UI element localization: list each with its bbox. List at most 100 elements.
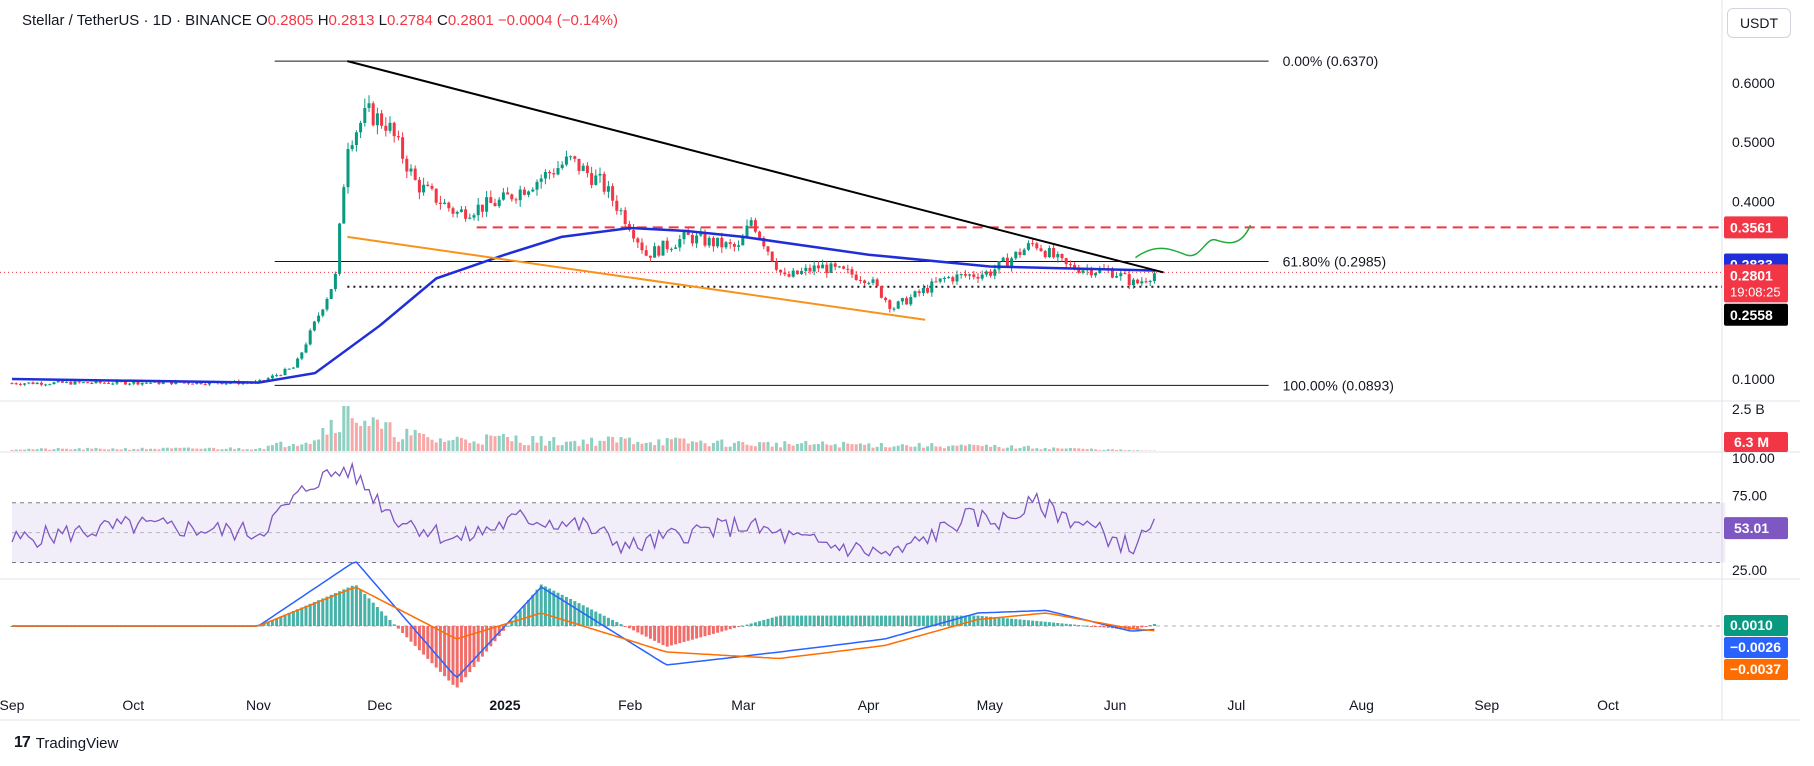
macd-bar [846, 615, 850, 626]
volume-y-tick: 2.5 B [1732, 401, 1765, 417]
macd-bar [275, 618, 279, 626]
candle [552, 168, 556, 178]
candle [296, 357, 300, 368]
candle [287, 368, 291, 370]
svg-text:0.2558: 0.2558 [1730, 307, 1773, 323]
candle [1060, 253, 1064, 262]
macd-bar [371, 602, 375, 626]
volume-bar [833, 444, 837, 451]
volume-bar [590, 437, 594, 451]
candle [291, 366, 295, 369]
volume-bar [237, 447, 241, 451]
volume-bar [384, 422, 388, 451]
symbol-name[interactable]: Stellar / TetherUS · 1D · BINANCE [22, 12, 252, 29]
volume-bar [632, 444, 636, 451]
macd-bar [753, 622, 757, 626]
macd-bar [615, 622, 619, 626]
macd-bar [632, 626, 636, 631]
volume-bar [254, 449, 258, 451]
volume-bar [564, 441, 568, 451]
candle [392, 121, 396, 143]
macd-bar [686, 626, 690, 641]
volume-bar [585, 443, 589, 451]
svg-text:−0.0026: −0.0026 [1730, 639, 1781, 655]
candle [716, 237, 720, 249]
volume-bar [976, 445, 980, 451]
volume-bar [825, 444, 829, 451]
currency-unit-button[interactable]: USDT [1727, 8, 1791, 38]
volume-bar [619, 437, 623, 451]
macd-bar [1060, 623, 1064, 626]
candle [665, 237, 669, 253]
macd-bar [611, 619, 615, 626]
volume-bar [934, 446, 938, 451]
macd-bar [527, 599, 531, 626]
volume-bar [98, 448, 102, 451]
volume-bar [1043, 448, 1047, 451]
macd-bar [1131, 626, 1135, 630]
x-tick-label: Jul [1227, 697, 1245, 713]
candle [497, 197, 501, 209]
volume-bar [1098, 450, 1102, 451]
candle [959, 273, 963, 279]
tradingview-logo-icon: 17 [14, 734, 31, 751]
candle [884, 296, 888, 303]
volume-bar [573, 440, 577, 451]
macd-bar [703, 626, 707, 637]
macd-bar [762, 619, 766, 626]
macd-bar [535, 589, 539, 626]
volume-bar [228, 447, 232, 451]
descending-support-trendline [347, 235, 926, 321]
brand[interactable]: 17 TradingView [14, 734, 118, 752]
volume-bar [443, 441, 447, 451]
volume-bar [926, 446, 930, 451]
candle [459, 206, 463, 213]
volume-bar [774, 442, 778, 451]
volume-bar [606, 436, 610, 451]
candle [1115, 272, 1119, 279]
candle [774, 258, 778, 272]
macd-bar [774, 616, 778, 626]
macd-bar [812, 615, 816, 626]
macd-bar [913, 615, 917, 626]
volume-bar [506, 437, 510, 451]
candle [10, 382, 14, 385]
macd-bar [1073, 624, 1077, 626]
volume-bar [552, 437, 556, 451]
macd-bar [653, 626, 657, 641]
macd-bar [262, 623, 266, 626]
candle [333, 271, 337, 292]
macd-bar [1068, 624, 1072, 626]
candle [527, 190, 531, 198]
volume-bar [703, 443, 707, 451]
candle [203, 382, 207, 386]
volume-bar [522, 445, 526, 451]
volume-bar [132, 448, 136, 451]
symbol-header: Stellar / TetherUS · 1D · BINANCE O0.280… [22, 12, 618, 29]
volume-bar [581, 439, 585, 451]
volume-bar [1127, 450, 1131, 451]
macd-bar [711, 626, 715, 634]
x-tick-label: Sep [0, 697, 25, 713]
volume-bar [724, 446, 728, 451]
candle [602, 171, 606, 195]
volume-bar [165, 447, 169, 451]
candle [342, 184, 346, 224]
volume-bar [695, 442, 699, 451]
volume-bar [354, 422, 358, 451]
macd-bar [737, 626, 741, 627]
volume-bar [291, 444, 295, 451]
volume-bar [594, 445, 598, 451]
macd-bar [594, 611, 598, 626]
candle [128, 383, 132, 386]
volume-bar [23, 449, 27, 451]
macd-bar [346, 587, 350, 626]
volume-bar [468, 443, 472, 451]
rsi-y-tick: 25.00 [1732, 562, 1767, 578]
macd-bar [434, 626, 438, 668]
volume-bar [879, 442, 883, 451]
volume-bar [951, 445, 955, 451]
volume-bar [1035, 448, 1039, 451]
candle [346, 142, 350, 194]
